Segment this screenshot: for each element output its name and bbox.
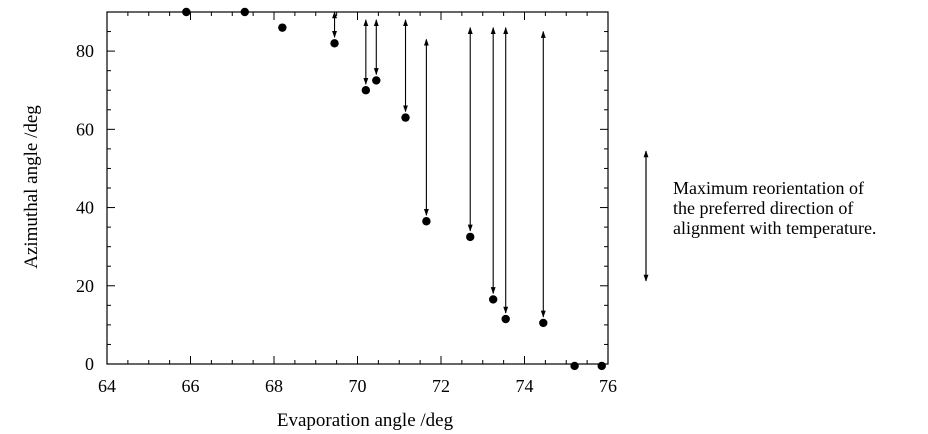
reorientation-arrows (332, 11, 546, 318)
plot-frame (106, 11, 609, 365)
data-point (182, 7, 191, 17)
legend-line-3: alignment with temperature. (673, 218, 876, 238)
x-tick-label: 76 (599, 376, 617, 396)
data-point (240, 7, 249, 17)
data-points (182, 7, 606, 371)
y-axis-label: Azimuthal angle /deg (21, 105, 42, 269)
data-point (539, 318, 548, 328)
data-point (597, 361, 606, 371)
data-point (488, 295, 498, 304)
x-tick-label: 70 (349, 376, 367, 396)
x-tick-label: 66 (182, 376, 200, 396)
data-point (501, 314, 510, 324)
legend: Maximum reorientation of the preferred d… (643, 150, 876, 282)
x-axis-label: Evaporation angle /deg (277, 410, 454, 431)
tick-labels: 64 66 68 70 72 74 76 0 20 40 60 80 (76, 41, 617, 396)
data-point (330, 39, 339, 48)
data-point (401, 113, 410, 122)
x-tick-label: 74 (516, 376, 534, 396)
data-point (570, 361, 579, 371)
y-tick-label: 40 (76, 198, 94, 218)
x-tick-label: 64 (98, 376, 116, 396)
data-point (466, 232, 475, 242)
legend-line-1: Maximum reorientation of (673, 178, 864, 198)
data-point (422, 217, 431, 226)
x-tick-label: 72 (432, 376, 450, 396)
y-tick-label: 80 (76, 41, 94, 61)
y-tick-label: 20 (76, 276, 94, 296)
legend-line-2: the preferred direction of (673, 198, 853, 218)
x-tick-label: 68 (265, 376, 283, 396)
plot-area (106, 11, 609, 365)
data-point (372, 76, 381, 85)
y-tick-label: 0 (85, 354, 94, 374)
y-tick-label: 60 (76, 119, 94, 139)
data-point (278, 23, 287, 32)
data-point (361, 86, 371, 95)
axis-ticks (106, 11, 609, 365)
